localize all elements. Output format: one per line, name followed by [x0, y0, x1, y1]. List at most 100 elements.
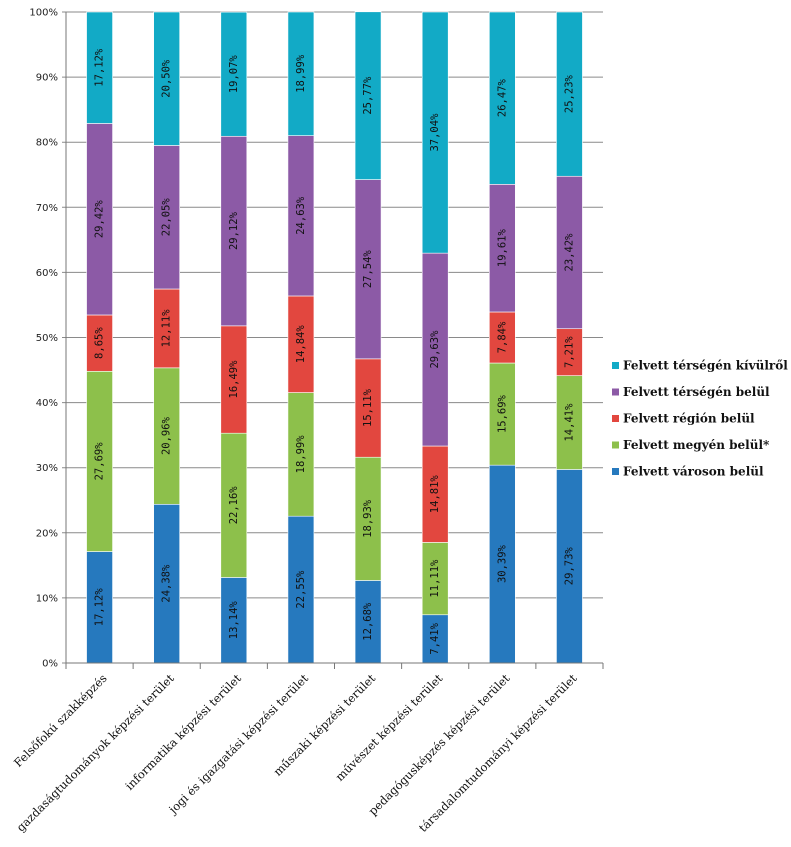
bar-segment: [153, 145, 180, 290]
y-tick-label: 60%: [36, 268, 58, 279]
data-label: 7,84%: [496, 321, 508, 353]
bar-segment: [489, 362, 516, 466]
legend: Felvett térségén kívülről Felvett térségé…: [612, 359, 788, 479]
bar-segment: [287, 11, 315, 136]
data-label: 29,42%: [94, 200, 106, 239]
bar-segment: [556, 175, 583, 330]
data-label: 17,12%: [94, 588, 106, 627]
bar-segment: [220, 135, 248, 327]
legend-swatch: [612, 388, 619, 396]
bar-segment: [287, 295, 315, 393]
y-tick-label: 10%: [36, 593, 58, 604]
data-label: 27,69%: [94, 442, 106, 481]
data-label: 8,65%: [94, 327, 106, 359]
y-axis: 0% 10% 20% 30% 40% 50% 60% 70% 80% 90% 100%: [29, 8, 67, 670]
y-tick-label: 90%: [36, 73, 58, 84]
bar-segment: [354, 580, 382, 664]
data-label: 25,77%: [362, 76, 374, 115]
bar-segment: [86, 314, 113, 372]
bar-segment: [421, 614, 449, 664]
x-category-label: informatika képzési terület: [122, 671, 244, 793]
legend-label: Felvett megyén belül*: [623, 438, 770, 452]
x-category-label: pedagógusképzés képzési terület: [366, 671, 513, 818]
data-label: 18,99%: [295, 435, 307, 474]
legend-label: Felvett régión belül: [623, 412, 755, 426]
y-tick-label: 0%: [42, 659, 58, 670]
data-label: 16,49%: [228, 360, 240, 399]
y-tick-label: 70%: [36, 203, 58, 214]
y-tick-label: 80%: [36, 138, 58, 149]
data-label: 20,96%: [161, 416, 173, 455]
data-label: 7,21%: [563, 336, 575, 368]
bars: 17,12% 27,69% 8,65% 29,42% 17,12% 24,38% 20,96…: [86, 11, 583, 664]
bar-segment: [153, 11, 180, 146]
bar-segment: [421, 11, 449, 254]
y-tick-label: 40%: [36, 398, 58, 409]
bar-segment: [556, 375, 583, 470]
data-label: 24,63%: [295, 196, 307, 235]
data-label: 25,23%: [563, 74, 575, 113]
legend-label: Felvett térségén belül: [623, 385, 770, 399]
y-tick-label: 50%: [36, 333, 58, 344]
legend-swatch: [612, 362, 619, 369]
data-label: 23,42%: [563, 233, 575, 272]
data-label: 27,54%: [362, 250, 374, 289]
data-label: 15,11%: [362, 388, 374, 427]
bar-segment: [489, 11, 516, 185]
data-label: 22,16%: [228, 486, 240, 525]
bar-segment: [354, 179, 382, 360]
legend-label: Felvett térségén kívülről: [623, 359, 788, 373]
legend-swatch: [612, 415, 619, 422]
bar-segment: [86, 551, 113, 664]
bar-segment: [421, 542, 449, 616]
data-label: 11,11%: [429, 559, 441, 598]
bar-segment: [86, 11, 113, 124]
bar-segment: [153, 288, 180, 369]
bar-segment: [220, 432, 248, 578]
data-label: 24,38%: [161, 564, 173, 603]
data-label: 12,68%: [362, 602, 374, 641]
data-label: 29,73%: [563, 547, 575, 586]
data-label: 17,12%: [94, 48, 106, 87]
gridlines: [62, 11, 603, 664]
legend-swatch: [612, 441, 619, 449]
data-label: 14,41%: [563, 403, 575, 442]
bar-segment: [556, 328, 583, 376]
bar-segment: [354, 456, 382, 581]
legend-swatch: [612, 468, 619, 475]
bar-segment: [287, 135, 315, 297]
bar-segment: [489, 184, 516, 313]
bar-segment: [556, 11, 583, 177]
data-label: 7,41%: [429, 622, 441, 654]
y-tick-label: 100%: [29, 8, 58, 19]
y-tick-label: 20%: [36, 528, 58, 539]
data-label: 13,14%: [228, 601, 240, 640]
data-label: 30,39%: [496, 544, 508, 583]
bar-segment: [489, 311, 516, 364]
bar-segment: [421, 252, 449, 447]
data-label: 15,69%: [496, 394, 508, 433]
bar-segment: [220, 11, 248, 137]
data-label: 29,63%: [429, 330, 441, 369]
bar-segment: [86, 123, 113, 316]
x-category-label: jogi és igazgatási képzési terület: [165, 671, 312, 818]
bar-segment: [153, 367, 180, 505]
y-tick-label: 30%: [36, 463, 58, 474]
data-label: 37,04%: [429, 113, 441, 152]
data-label: 26,47%: [496, 79, 508, 118]
bar-segment: [220, 325, 248, 434]
data-label: 18,93%: [362, 499, 374, 538]
data-label: 19,61%: [496, 229, 508, 268]
data-label: 22,55%: [295, 570, 307, 609]
data-label: 19,07%: [228, 55, 240, 94]
bar-segment: [287, 515, 315, 664]
data-label: 22,05%: [161, 198, 173, 237]
legend-label: Felvett városon belül: [623, 465, 764, 479]
bar-segment: [220, 577, 248, 664]
bar-segment: [287, 392, 315, 517]
x-category-label: művészet képzési terület: [333, 671, 446, 784]
data-label: 20,50%: [161, 59, 173, 98]
data-label: 12,11%: [161, 309, 173, 348]
data-label: 18,99%: [295, 54, 307, 93]
